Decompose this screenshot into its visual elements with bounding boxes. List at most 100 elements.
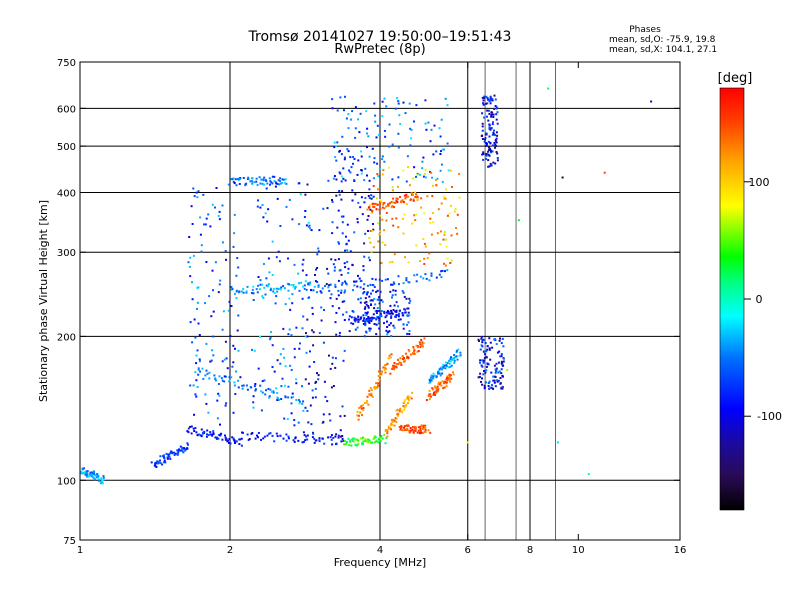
echo-point — [487, 363, 490, 366]
echo-point — [459, 354, 462, 357]
echo-point — [272, 287, 275, 290]
echo-point — [396, 408, 399, 411]
echo-point — [303, 287, 306, 290]
echo-point — [274, 185, 277, 188]
echo-point — [313, 437, 316, 440]
phase-info-title: Phases — [629, 25, 661, 35]
echo-point — [258, 288, 261, 291]
echo-point — [501, 337, 504, 340]
echo-point — [397, 226, 400, 229]
echo-point — [220, 377, 223, 380]
echo-point — [486, 109, 489, 112]
echo-point — [343, 291, 346, 294]
echo-point — [388, 261, 391, 264]
echo-point — [395, 311, 398, 313]
echo-point — [351, 440, 354, 442]
echo-point — [235, 440, 238, 443]
echo-point — [101, 479, 104, 481]
echo-point — [205, 217, 208, 220]
echo-point — [351, 199, 354, 202]
echo-point — [481, 138, 484, 140]
echo-point — [322, 341, 325, 344]
echo-point — [240, 437, 243, 440]
echo-point — [422, 342, 425, 345]
echo-point — [341, 300, 344, 303]
echo-point — [314, 439, 317, 442]
echo-point — [430, 274, 433, 277]
echo-point — [481, 339, 484, 342]
echo-point — [370, 194, 373, 197]
echo-point — [330, 386, 333, 389]
echo-point — [368, 188, 371, 191]
echo-point — [398, 114, 401, 117]
echo-point — [353, 440, 356, 443]
echo-point — [489, 95, 492, 98]
echo-point — [267, 285, 270, 288]
echo-point — [364, 322, 367, 325]
echo-point — [335, 333, 338, 336]
echo-point — [357, 414, 360, 417]
echo-point — [422, 156, 425, 159]
echo-point — [404, 308, 407, 311]
echo-point — [334, 283, 337, 286]
echo-point — [371, 299, 374, 302]
echo-point — [199, 360, 201, 363]
echo-point — [363, 317, 366, 320]
colorbar-label: [deg] — [718, 71, 753, 86]
echo-point — [187, 427, 190, 430]
echo-point — [386, 331, 389, 334]
echo-point — [187, 431, 190, 434]
echo-point — [345, 283, 348, 286]
echo-point — [400, 364, 403, 366]
echo-point — [192, 427, 195, 430]
echo-point — [492, 121, 494, 124]
echo-point — [305, 351, 308, 354]
echo-point — [335, 178, 338, 181]
echo-point — [265, 389, 267, 392]
echo-point — [195, 191, 198, 194]
echo-point — [414, 191, 417, 194]
echo-point — [416, 273, 419, 276]
echo-point — [163, 459, 166, 462]
echo-point — [393, 282, 396, 285]
echo-point — [390, 312, 393, 315]
echo-point — [428, 389, 431, 392]
echo-point — [428, 252, 431, 255]
echo-point — [235, 274, 238, 277]
echo-point — [343, 443, 346, 446]
echo-point — [483, 96, 486, 99]
echo-point — [393, 304, 396, 307]
echo-point — [209, 360, 212, 363]
echo-point — [356, 410, 359, 413]
echo-point — [252, 285, 255, 288]
echo-point — [236, 257, 239, 259]
echo-point — [298, 282, 300, 285]
echo-point — [217, 214, 220, 217]
echo-point — [190, 425, 193, 428]
echo-point — [421, 428, 424, 431]
echo-point — [290, 334, 293, 337]
echo-point — [271, 175, 274, 178]
echo-point — [290, 369, 293, 371]
echo-point — [261, 295, 264, 298]
echo-point — [331, 107, 334, 110]
echo-point — [479, 348, 482, 351]
echo-point — [403, 357, 405, 359]
echo-point — [356, 326, 359, 329]
echo-point — [214, 206, 216, 209]
echo-point — [430, 272, 433, 275]
echo-point — [408, 350, 411, 353]
echo-point — [423, 263, 426, 265]
echo-point — [229, 442, 232, 445]
echo-point — [314, 387, 317, 390]
echo-point — [430, 379, 433, 382]
echo-point — [224, 434, 226, 437]
echo-point — [208, 371, 211, 374]
echo-point — [326, 267, 329, 270]
echo-point — [478, 340, 480, 342]
echo-point — [252, 401, 255, 404]
echo-point — [277, 179, 280, 182]
echo-point — [373, 102, 376, 105]
echo-point — [98, 479, 100, 482]
echo-point — [268, 396, 271, 399]
